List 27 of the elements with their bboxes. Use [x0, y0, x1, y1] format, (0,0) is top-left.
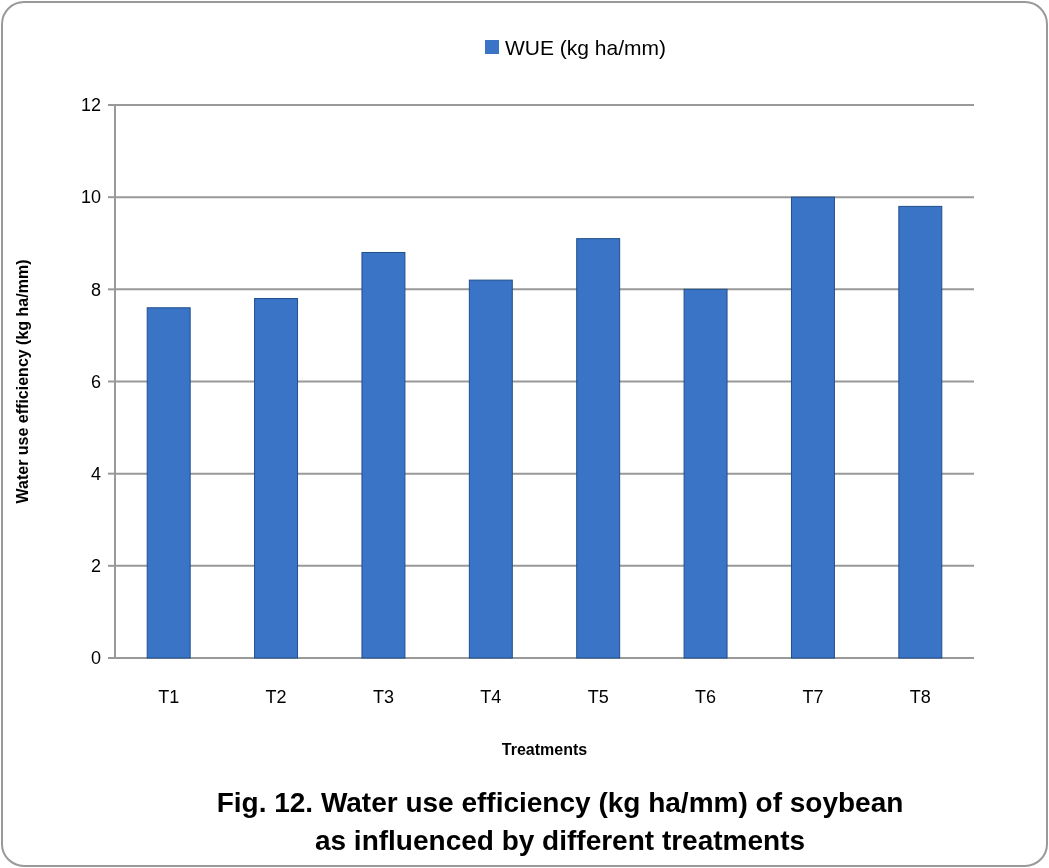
x-tick-label: T5 — [587, 687, 609, 707]
x-tick-label: T8 — [909, 687, 931, 707]
bar — [576, 238, 621, 659]
y-tick-label: 2 — [90, 556, 101, 577]
y-tick-label: 10 — [80, 187, 101, 208]
y-tick-label: 8 — [90, 279, 101, 300]
bar — [468, 279, 513, 659]
text: Fig. 12. Water use efficiency (kg ha/mm) of soybean as influenced by different treatments — [216, 787, 904, 856]
bar — [790, 196, 835, 659]
y-tick-label: 0 — [90, 648, 101, 669]
bar — [361, 251, 406, 659]
x-axis-title: Treatments — [501, 741, 588, 758]
bar — [254, 298, 299, 659]
y-tick-label: 6 — [90, 371, 101, 392]
x-tick-label: T6 — [695, 687, 717, 707]
x-tick-label: T7 — [802, 687, 824, 707]
legend-label: WUE (kg ha/mm) — [505, 36, 667, 60]
x-tick-label: T1 — [158, 687, 180, 707]
bar — [683, 288, 728, 659]
x-tick-label: T2 — [265, 687, 287, 707]
y-tick-label: 12 — [80, 95, 101, 116]
x-tick-label: T4 — [480, 687, 502, 707]
y-tick-label: 4 — [90, 463, 101, 484]
x-tick-label: T3 — [372, 687, 394, 707]
bar — [146, 307, 191, 659]
bar — [898, 205, 943, 659]
y-axis-title: Water use efficiency (kg ha/mm) — [14, 259, 31, 504]
